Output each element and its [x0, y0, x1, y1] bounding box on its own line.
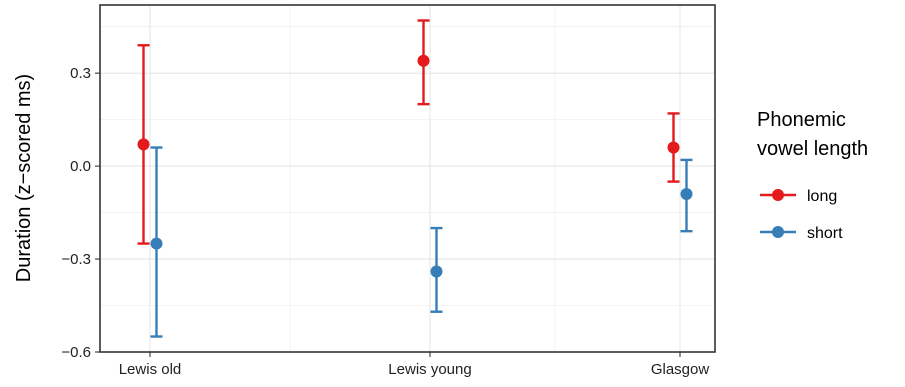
- point-long: [417, 54, 430, 67]
- point-short: [150, 237, 163, 250]
- y-axis: −0.6 −0.3 0.0 0.3: [61, 65, 100, 361]
- legend: Phonemic vowel length long short: [757, 109, 868, 242]
- y-tick-label: −0.6: [61, 344, 91, 361]
- panel-border: [99, 4, 716, 353]
- point-long: [137, 138, 150, 151]
- y-tick-label: 0.3: [70, 65, 91, 82]
- legend-label-long: long: [807, 188, 837, 205]
- y-tick-label: 0.0: [70, 158, 91, 175]
- x-tick-label: Lewis young: [388, 361, 471, 378]
- y-axis-title: Duration (z−scored ms): [13, 74, 35, 282]
- point-short: [680, 187, 693, 200]
- point-long: [667, 141, 680, 154]
- x-axis: Lewis old Lewis young Glasgow: [119, 352, 710, 378]
- legend-title: Phonemic: [757, 109, 846, 131]
- y-tick-label: −0.3: [61, 251, 91, 268]
- x-tick-label: Glasgow: [651, 361, 710, 378]
- point-short: [430, 265, 443, 278]
- legend-key-point-short: [772, 226, 784, 238]
- x-tick-label: Lewis old: [119, 361, 182, 378]
- data-marks: [137, 19, 693, 338]
- legend-key-point-long: [772, 189, 784, 201]
- legend-label-short: short: [807, 225, 843, 242]
- panel-background: [100, 5, 715, 352]
- grid: [100, 5, 715, 353]
- legend-title: vowel length: [757, 138, 868, 160]
